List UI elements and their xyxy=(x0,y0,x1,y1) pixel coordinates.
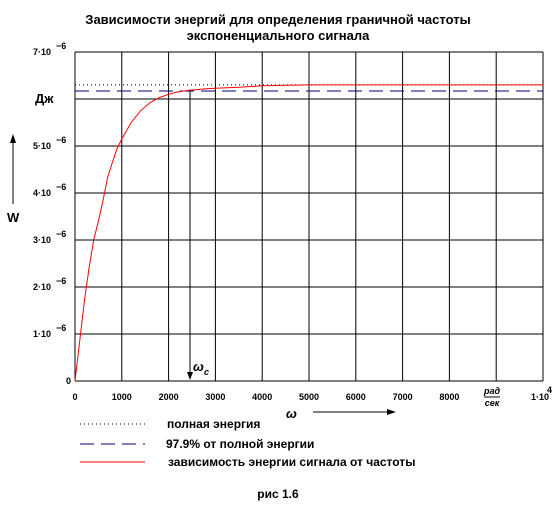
x-tick-label: 3000 xyxy=(205,392,225,402)
chart-title: Зависимости энергий для определения гран… xyxy=(0,12,556,44)
x-tick-label: 5000 xyxy=(299,392,319,402)
y-tick-label: 5·10 xyxy=(33,141,51,151)
x-tick-label: 7000 xyxy=(393,392,413,402)
x-axis-label: ω xyxy=(286,406,297,421)
legend-label-3: зависимость энергии сигнала от частоты xyxy=(168,455,415,469)
x-unit-numerator: рад xyxy=(483,386,501,396)
y-tick-label: 7·10 xyxy=(33,47,51,57)
chart-title-line-1: Зависимости энергий для определения гран… xyxy=(85,12,471,27)
omega-c-subscript: c xyxy=(204,367,209,377)
legend-label-2: 97.9% от полной энергии xyxy=(166,437,314,451)
chart-title-line-2: экспоненциального сигнала xyxy=(186,28,370,43)
figure-caption: рис 1.6 xyxy=(257,487,299,501)
y-tick-label-zero: 0 xyxy=(66,376,71,386)
y-tick-label-exp: −6 xyxy=(56,41,66,51)
x-tick-label: 4000 xyxy=(252,392,272,402)
y-tick-label: 1·10 xyxy=(33,329,51,339)
y-tick-label-exp: −6 xyxy=(56,323,66,333)
x-tick-label-last-exp: 4 xyxy=(547,385,552,395)
y-axis-label: W xyxy=(7,210,20,225)
x-axis-arrow-head xyxy=(387,409,396,415)
y-axis-arrow-head xyxy=(10,134,16,143)
x-tick-label: 1000 xyxy=(112,392,132,402)
tick-labels: 0 1000 2000 3000 4000 5000 6000 7000 8000 1·1041·… xyxy=(33,41,552,402)
grid xyxy=(74,51,544,382)
x-tick-label: 6000 xyxy=(346,392,366,402)
y-tick-label-exp: −6 xyxy=(56,276,66,286)
series-line-3 xyxy=(74,84,543,382)
series-layer xyxy=(74,84,543,382)
y-tick-label-exp: −6 xyxy=(56,229,66,239)
x-tick-label: 2000 xyxy=(159,392,179,402)
x-tick-label-last: 1·10 xyxy=(531,392,549,402)
legend: полная энергия 97.9% от полной энергии зав… xyxy=(80,417,415,469)
y-tick-label: 2·10 xyxy=(33,282,51,292)
x-unit-denominator: сек xyxy=(485,398,500,408)
y-axis-unit: Дж xyxy=(35,91,54,106)
legend-label-1: полная энергия xyxy=(167,417,260,431)
y-tick-label: 4·10 xyxy=(33,188,51,198)
x-tick-label: 0 xyxy=(72,392,77,402)
x-tick-label: 8000 xyxy=(439,392,459,402)
omega-c-label: ω xyxy=(193,359,204,374)
omega-c-arrow-head xyxy=(187,372,193,380)
y-tick-label-exp: −6 xyxy=(56,135,66,145)
y-tick-label: 3·10 xyxy=(33,235,51,245)
y-tick-label-exp: −6 xyxy=(56,182,66,192)
